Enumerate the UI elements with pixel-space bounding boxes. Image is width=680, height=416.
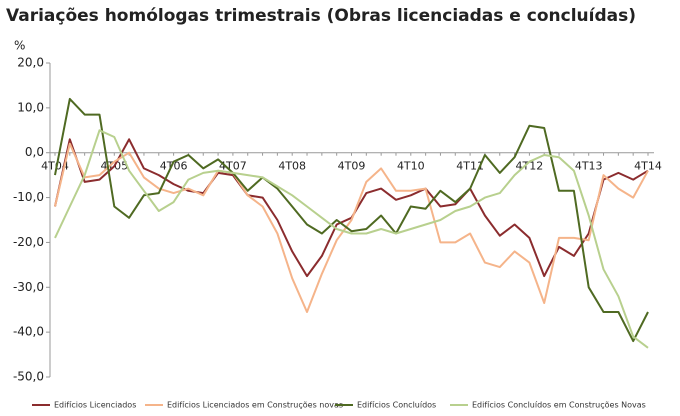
legend-label: Edifícios Concluídos em Construções Nova… xyxy=(472,401,646,410)
y-axis-label: % xyxy=(14,39,25,53)
legend-label: Edifícios Concluídos xyxy=(357,401,436,410)
y-tick-label: 0,0 xyxy=(25,145,44,159)
x-tick-label: 4T09 xyxy=(338,160,366,173)
x-tick-label: 4T06 xyxy=(160,160,188,173)
x-tick-label: 4T10 xyxy=(397,160,425,173)
x-tick-label: 4T04 xyxy=(41,160,69,173)
y-tick-label: 10,0 xyxy=(17,100,44,114)
y-tick-label: -40,0 xyxy=(13,325,44,339)
x-tick-label: 4T07 xyxy=(219,160,247,173)
legend-label: Edifícios Licenciados xyxy=(54,401,136,410)
x-tick-label: 4T12 xyxy=(516,160,544,173)
legend-label: Edifícios Licenciados em Construções nov… xyxy=(167,401,343,410)
x-tick-label: 4T14 xyxy=(634,160,662,173)
y-tick-label: 20,0 xyxy=(17,56,44,70)
y-tick-label: -50,0 xyxy=(13,370,44,384)
series-line xyxy=(54,97,649,343)
y-tick-label: -30,0 xyxy=(13,280,44,294)
chart-title: Variações homólogas trimestrais (Obras l… xyxy=(6,6,636,26)
series-line xyxy=(54,129,649,349)
y-tick-label: -20,0 xyxy=(13,235,44,249)
x-tick-label: 4T11 xyxy=(456,160,484,173)
x-tick-label: 4T13 xyxy=(575,160,603,173)
x-tick-label: 4T08 xyxy=(278,160,306,173)
y-tick-label: -10,0 xyxy=(13,190,44,204)
series-line xyxy=(54,142,649,313)
